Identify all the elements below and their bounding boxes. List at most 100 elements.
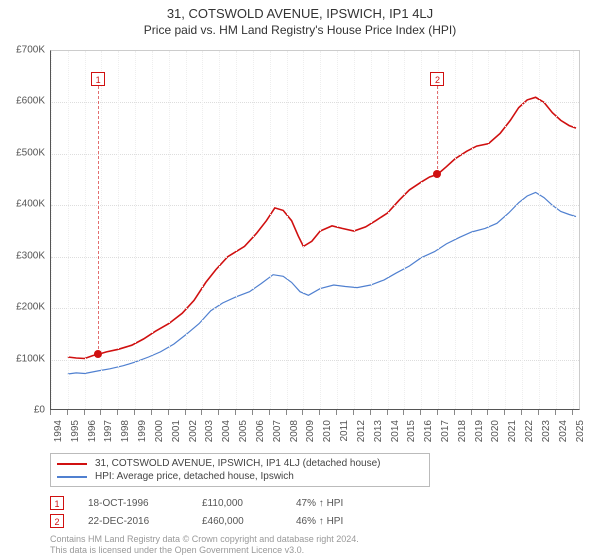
x-tick — [269, 410, 270, 415]
x-tick-label: 2003 — [204, 420, 215, 442]
gridline-vertical — [152, 51, 153, 409]
x-tick-label: 2001 — [171, 420, 182, 442]
x-tick-label: 2019 — [474, 420, 485, 442]
gridline-vertical — [219, 51, 220, 409]
gridline-vertical — [287, 51, 288, 409]
gridline-vertical — [472, 51, 473, 409]
x-tick — [487, 410, 488, 415]
x-tick-label: 2021 — [507, 420, 518, 442]
x-tick-label: 2013 — [373, 420, 384, 442]
legend-row: 31, COTSWOLD AVENUE, IPSWICH, IP1 4LJ (d… — [57, 457, 423, 470]
x-tick-label: 2010 — [322, 420, 333, 442]
plot-region: 12 — [50, 50, 580, 410]
x-tick-label: 2000 — [154, 420, 165, 442]
x-tick — [235, 410, 236, 415]
x-tick — [319, 410, 320, 415]
x-tick-label: 2015 — [406, 420, 417, 442]
x-tick-label: 2012 — [356, 420, 367, 442]
y-tick-label: £600K — [0, 96, 45, 107]
gridline-horizontal — [51, 205, 579, 206]
gridline-horizontal — [51, 102, 579, 103]
x-tick — [504, 410, 505, 415]
x-tick-label: 2016 — [423, 420, 434, 442]
sale-marker-box: 2 — [430, 72, 444, 86]
x-tick — [420, 410, 421, 415]
x-tick-label: 2007 — [272, 420, 283, 442]
footnote: Contains HM Land Registry data © Crown c… — [50, 534, 359, 556]
x-tick — [50, 410, 51, 415]
legend-swatch — [57, 463, 87, 465]
chart-container: 31, COTSWOLD AVENUE, IPSWICH, IP1 4LJ Pr… — [0, 0, 600, 560]
x-tick-label: 2018 — [457, 420, 468, 442]
gridline-vertical — [421, 51, 422, 409]
x-tick-label: 1999 — [137, 420, 148, 442]
gridline-vertical — [186, 51, 187, 409]
y-tick-label: £200K — [0, 302, 45, 313]
sales-price: £110,000 — [202, 498, 272, 509]
x-tick — [84, 410, 85, 415]
x-tick-label: 1995 — [70, 420, 81, 442]
x-tick — [471, 410, 472, 415]
y-tick-label: £0 — [0, 405, 45, 416]
x-tick-label: 2023 — [541, 420, 552, 442]
gridline-vertical — [556, 51, 557, 409]
x-tick — [403, 410, 404, 415]
x-tick — [538, 410, 539, 415]
sale-marker-dot — [94, 350, 102, 358]
sale-marker-dot — [433, 170, 441, 178]
gridline-vertical — [303, 51, 304, 409]
gridline-horizontal — [51, 308, 579, 309]
sale-marker-box: 1 — [91, 72, 105, 86]
x-tick-label: 1996 — [87, 420, 98, 442]
x-tick — [218, 410, 219, 415]
x-tick-label: 2008 — [289, 420, 300, 442]
gridline-vertical — [236, 51, 237, 409]
gridline-vertical — [337, 51, 338, 409]
x-tick-label: 2011 — [339, 420, 350, 442]
gridline-vertical — [270, 51, 271, 409]
sales-price: £460,000 — [202, 516, 272, 527]
x-tick — [555, 410, 556, 415]
gridline-vertical — [354, 51, 355, 409]
x-tick — [572, 410, 573, 415]
x-tick-label: 2025 — [575, 420, 586, 442]
x-tick-label: 2004 — [221, 420, 232, 442]
sale-marker-line — [98, 86, 99, 355]
sales-date: 18-OCT-1996 — [88, 498, 178, 509]
chart-title: 31, COTSWOLD AVENUE, IPSWICH, IP1 4LJ — [0, 0, 600, 21]
y-tick-label: £700K — [0, 45, 45, 56]
sales-row: 1 18-OCT-1996 £110,000 47% ↑ HPI — [50, 494, 376, 512]
sales-date: 22-DEC-2016 — [88, 516, 178, 527]
x-tick — [201, 410, 202, 415]
x-tick — [387, 410, 388, 415]
x-tick — [185, 410, 186, 415]
gridline-vertical — [68, 51, 69, 409]
x-tick — [168, 410, 169, 415]
y-tick-label: £300K — [0, 250, 45, 261]
x-tick — [151, 410, 152, 415]
sales-marker-box: 1 — [50, 496, 64, 510]
x-tick-label: 2002 — [188, 420, 199, 442]
x-tick — [100, 410, 101, 415]
x-tick — [370, 410, 371, 415]
gridline-vertical — [135, 51, 136, 409]
gridline-vertical — [573, 51, 574, 409]
x-tick — [134, 410, 135, 415]
x-tick-label: 2024 — [558, 420, 569, 442]
x-tick — [353, 410, 354, 415]
sales-marker-box: 2 — [50, 514, 64, 528]
legend-label: HPI: Average price, detached house, Ipsw… — [95, 471, 294, 482]
line-svg — [51, 51, 581, 411]
footnote-line: This data is licensed under the Open Gov… — [50, 545, 359, 556]
gridline-vertical — [253, 51, 254, 409]
x-tick — [117, 410, 118, 415]
x-tick — [252, 410, 253, 415]
x-tick-label: 2005 — [238, 420, 249, 442]
x-tick — [286, 410, 287, 415]
x-tick-label: 2006 — [255, 420, 266, 442]
x-tick-label: 1994 — [53, 420, 64, 442]
sales-pct: 47% ↑ HPI — [296, 498, 376, 509]
x-tick-label: 2017 — [440, 420, 451, 442]
x-tick — [437, 410, 438, 415]
sales-pct: 46% ↑ HPI — [296, 516, 376, 527]
